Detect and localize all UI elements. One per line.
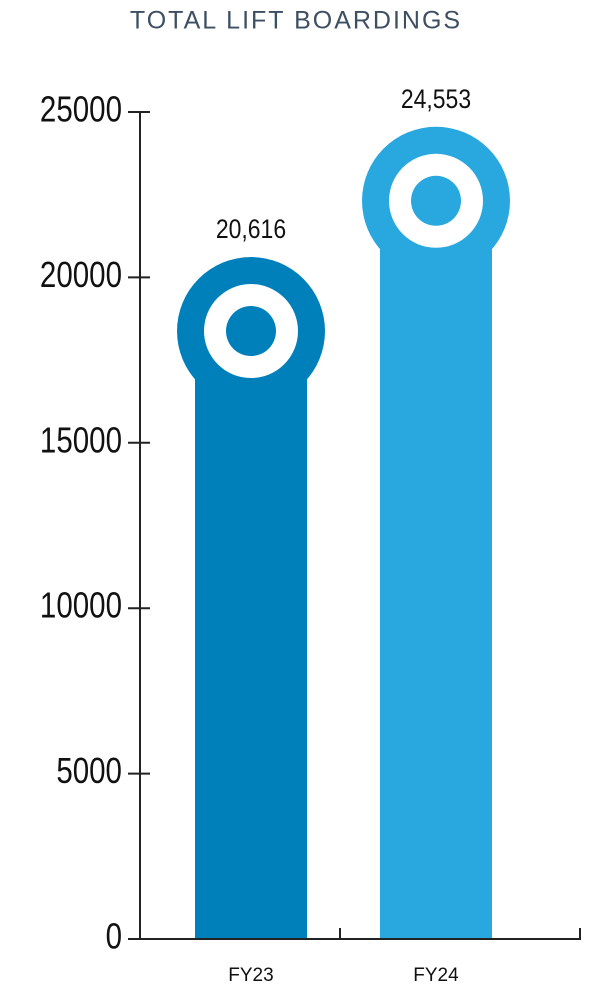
y-tick-label: 10000 [40, 585, 122, 625]
bar [177, 257, 325, 938]
bar-stem [380, 200, 492, 939]
x-tick-label: FY24 [413, 965, 459, 986]
bar-dot [226, 306, 276, 357]
bar-stem [195, 331, 307, 938]
y-tick-label: 5000 [56, 750, 122, 790]
bar [362, 126, 510, 939]
y-tick-label: 15000 [40, 419, 122, 459]
bar-dot [411, 175, 461, 226]
value-label: 24,553 [401, 84, 471, 114]
y-tick-label: 25000 [40, 89, 122, 129]
value-label: 20,616 [216, 214, 286, 244]
chart-title: TOTAL LIFT BOARDINGS [130, 7, 462, 35]
y-tick-label: 0 [106, 916, 122, 956]
x-tick-label: FY23 [228, 965, 273, 986]
y-tick-label: 20000 [40, 254, 122, 294]
